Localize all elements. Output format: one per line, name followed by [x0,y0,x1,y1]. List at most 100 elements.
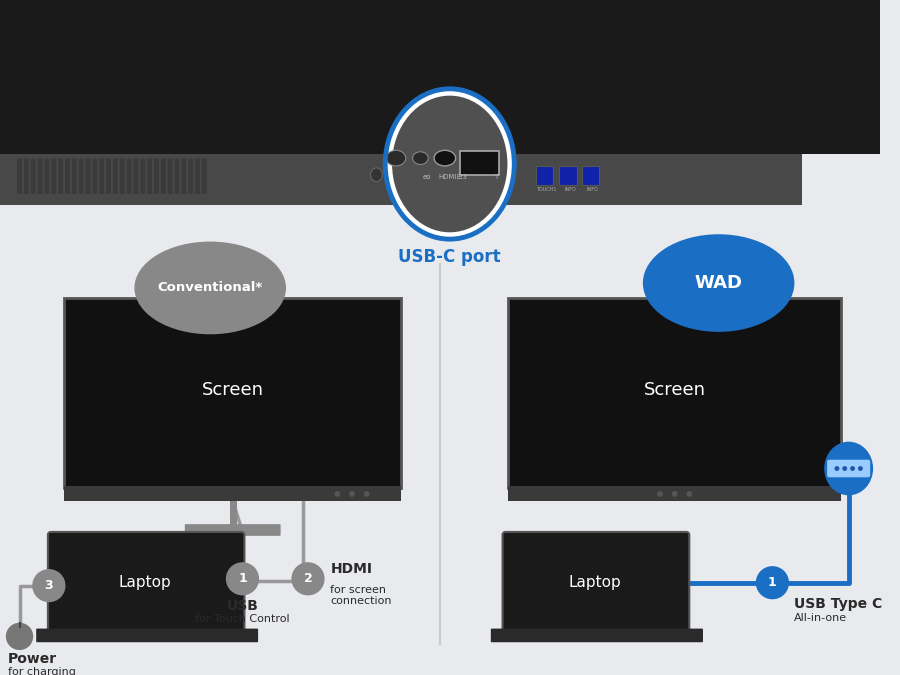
FancyBboxPatch shape [0,0,880,154]
Circle shape [842,466,847,471]
Ellipse shape [412,152,428,165]
Ellipse shape [643,234,795,332]
FancyBboxPatch shape [38,159,42,194]
FancyBboxPatch shape [182,159,186,194]
Text: 3: 3 [45,579,53,592]
FancyBboxPatch shape [147,159,152,194]
Text: Conventional*: Conventional* [158,281,263,294]
FancyBboxPatch shape [17,159,22,194]
FancyBboxPatch shape [0,154,802,205]
FancyBboxPatch shape [64,486,400,501]
Circle shape [226,562,259,595]
FancyBboxPatch shape [502,532,689,635]
Text: eo: eo [411,188,419,192]
FancyBboxPatch shape [65,159,70,194]
Circle shape [6,623,33,650]
FancyBboxPatch shape [167,159,173,194]
FancyBboxPatch shape [195,159,200,194]
Text: HDMI: HDMI [330,562,373,576]
FancyBboxPatch shape [184,524,281,536]
Ellipse shape [434,151,455,166]
FancyBboxPatch shape [188,159,194,194]
FancyBboxPatch shape [154,159,159,194]
Circle shape [657,491,663,497]
FancyBboxPatch shape [430,167,460,184]
Text: for screen
connection: for screen connection [330,585,392,606]
Text: Screen: Screen [202,381,264,400]
FancyBboxPatch shape [508,298,841,488]
Circle shape [292,562,325,595]
FancyBboxPatch shape [467,166,489,186]
Text: T: T [495,173,499,180]
FancyBboxPatch shape [99,159,104,194]
Text: 1: 1 [768,576,777,589]
FancyBboxPatch shape [36,628,258,642]
Ellipse shape [409,169,422,181]
FancyBboxPatch shape [58,159,63,194]
FancyBboxPatch shape [581,166,599,186]
FancyBboxPatch shape [536,166,554,186]
Text: INFO: INFO [564,188,576,192]
Text: eo: eo [423,173,431,180]
FancyBboxPatch shape [175,159,179,194]
Circle shape [834,466,840,471]
Ellipse shape [386,151,406,166]
FancyBboxPatch shape [161,159,166,194]
Circle shape [349,491,355,497]
FancyBboxPatch shape [460,151,499,175]
Text: Laptop: Laptop [568,575,621,590]
FancyBboxPatch shape [202,159,207,194]
Text: USB: USB [227,599,258,614]
Circle shape [671,491,678,497]
Circle shape [364,491,370,497]
Circle shape [32,569,66,602]
Text: T: T [477,188,481,192]
FancyBboxPatch shape [44,159,50,194]
Circle shape [858,466,863,471]
Text: USB-C port: USB-C port [399,248,501,266]
Text: HDMI⊟3: HDMI⊟3 [438,173,467,180]
FancyBboxPatch shape [491,628,703,642]
Ellipse shape [385,89,514,239]
FancyBboxPatch shape [31,159,36,194]
FancyBboxPatch shape [72,159,76,194]
Text: USB Type C: USB Type C [794,597,882,612]
FancyBboxPatch shape [508,486,841,501]
Circle shape [687,491,692,497]
Text: INFO: INFO [587,188,599,192]
Text: 1: 1 [238,572,247,585]
Text: for charging: for charging [8,667,76,675]
Text: WAD: WAD [695,274,742,292]
FancyBboxPatch shape [51,159,56,194]
Circle shape [850,466,855,471]
FancyBboxPatch shape [112,159,118,194]
Text: All-in-one: All-in-one [794,613,847,623]
FancyBboxPatch shape [86,159,90,194]
Text: for Touch Control: for Touch Control [195,614,290,624]
FancyBboxPatch shape [559,166,577,186]
Circle shape [756,566,789,599]
Text: 2: 2 [303,572,312,585]
FancyBboxPatch shape [24,159,29,194]
Text: HDMI⊟3: HDMI⊟3 [435,188,461,192]
Text: Power: Power [8,652,57,666]
FancyBboxPatch shape [140,159,145,194]
Text: Laptop: Laptop [118,575,171,590]
FancyBboxPatch shape [93,159,97,194]
FancyBboxPatch shape [48,532,245,635]
Ellipse shape [371,168,382,182]
Ellipse shape [134,242,286,334]
Ellipse shape [388,168,400,182]
FancyBboxPatch shape [64,298,400,488]
FancyBboxPatch shape [127,159,131,194]
Text: TOUCH1: TOUCH1 [536,188,557,192]
FancyBboxPatch shape [120,159,125,194]
FancyBboxPatch shape [106,159,111,194]
FancyBboxPatch shape [78,159,84,194]
Text: Screen: Screen [644,381,706,400]
Ellipse shape [824,441,873,495]
Ellipse shape [392,96,508,232]
Circle shape [335,491,340,497]
FancyBboxPatch shape [133,159,139,194]
FancyBboxPatch shape [827,460,870,477]
